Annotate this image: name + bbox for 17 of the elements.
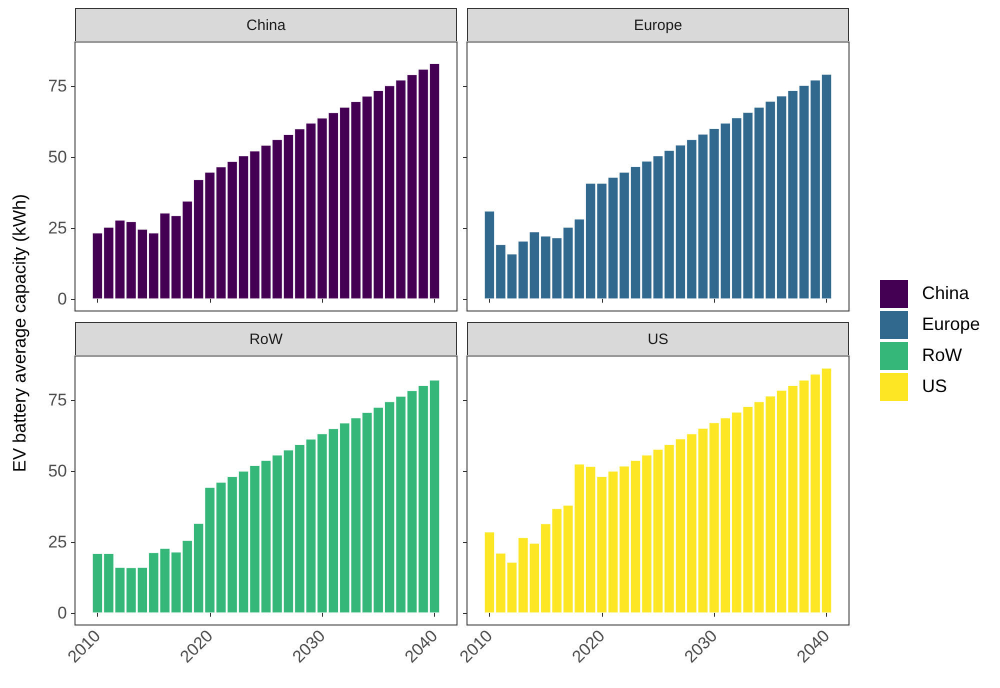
y-tick-label: 50: [48, 461, 67, 480]
y-axis-title: EV battery average capacity (kWh): [10, 194, 30, 472]
y-tick-label: 75: [48, 390, 67, 410]
legend-label: Europe: [922, 314, 980, 335]
legend-label: RoW: [922, 345, 962, 366]
chart-title: US: [467, 322, 849, 355]
y-tick-label: 75: [48, 76, 67, 96]
y-tick-label: 25: [48, 218, 67, 238]
chart-title: RoW: [75, 322, 457, 355]
chart-title: Europe: [467, 8, 849, 41]
y-tick-label: 0: [58, 603, 67, 622]
y-tick-label: 0: [58, 289, 67, 308]
y-tick-label: 25: [48, 532, 67, 552]
y-tick-label: 50: [48, 147, 67, 166]
legend-label: US: [922, 376, 948, 397]
chart-title: China: [75, 8, 457, 41]
legend-label: China: [922, 283, 970, 304]
